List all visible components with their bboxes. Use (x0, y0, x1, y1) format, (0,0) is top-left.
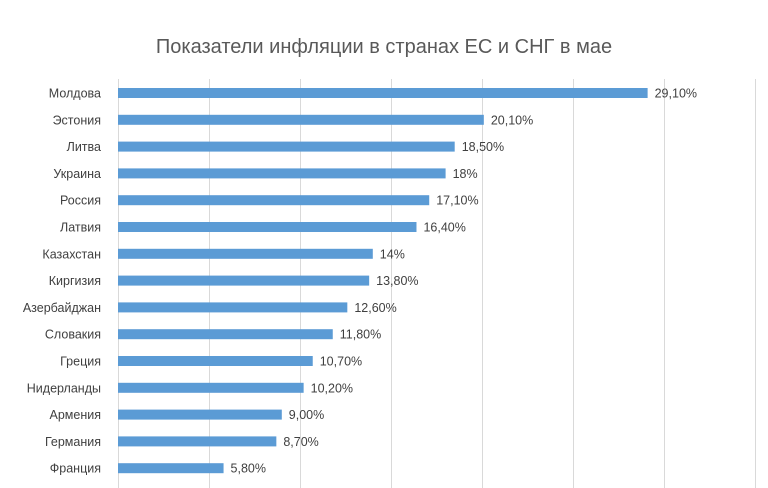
data-label: 18% (453, 167, 478, 181)
category-label: Германия (45, 435, 101, 449)
category-label: Франция (50, 462, 101, 476)
category-label: Казахстан (42, 247, 101, 261)
category-label: Литва (67, 140, 101, 154)
data-label: 16,40% (423, 221, 465, 235)
category-label: Украина (53, 167, 101, 181)
bar (118, 141, 455, 152)
category-label: Киргизия (49, 274, 101, 288)
data-label: 5,80% (231, 462, 266, 476)
category-label: Азербайджан (23, 301, 101, 315)
bar (118, 382, 304, 393)
category-label: Нидерланды (27, 381, 101, 395)
data-label: 12,60% (354, 301, 396, 315)
data-label: 18,50% (462, 140, 504, 154)
category-label: Греция (60, 355, 101, 369)
data-label: 10,70% (320, 355, 362, 369)
data-label: 8,70% (283, 435, 318, 449)
bar (118, 114, 484, 125)
bar (118, 409, 282, 420)
chart-title: Показатели инфляции в странах ЕС и СНГ в… (155, 36, 613, 58)
bar (118, 88, 648, 98)
bar (118, 275, 370, 286)
category-label: Армения (50, 408, 102, 422)
data-label: 9,00% (289, 408, 324, 422)
data-label: 29,10% (655, 87, 697, 101)
category-label: Латвия (60, 221, 101, 235)
category-labels: Молдова Эстония Литва Украина Россия Латвия Ка… (23, 87, 101, 476)
bar (118, 248, 373, 259)
bar (118, 436, 277, 447)
data-label: 20,10% (491, 113, 533, 127)
data-label: 17,10% (436, 194, 478, 208)
category-label: Эстония (53, 113, 101, 127)
bar (118, 168, 446, 179)
category-label: Словакия (45, 328, 101, 342)
data-label: 11,80% (340, 328, 381, 342)
bar (118, 222, 417, 232)
data-labels: 29,10% 20,10% 18,50% 18% 17,10% 16,40% 14% 13,8… (231, 87, 697, 476)
data-label: 10,20% (311, 381, 353, 395)
category-label: Россия (60, 194, 101, 208)
bar (118, 302, 348, 313)
data-label: 14% (380, 247, 405, 261)
bar (118, 463, 224, 474)
data-label: 13,80% (376, 274, 418, 288)
category-label: Молдова (49, 87, 101, 101)
bar (118, 329, 333, 340)
bar (118, 356, 313, 366)
bars (118, 88, 648, 474)
bar (118, 195, 430, 206)
